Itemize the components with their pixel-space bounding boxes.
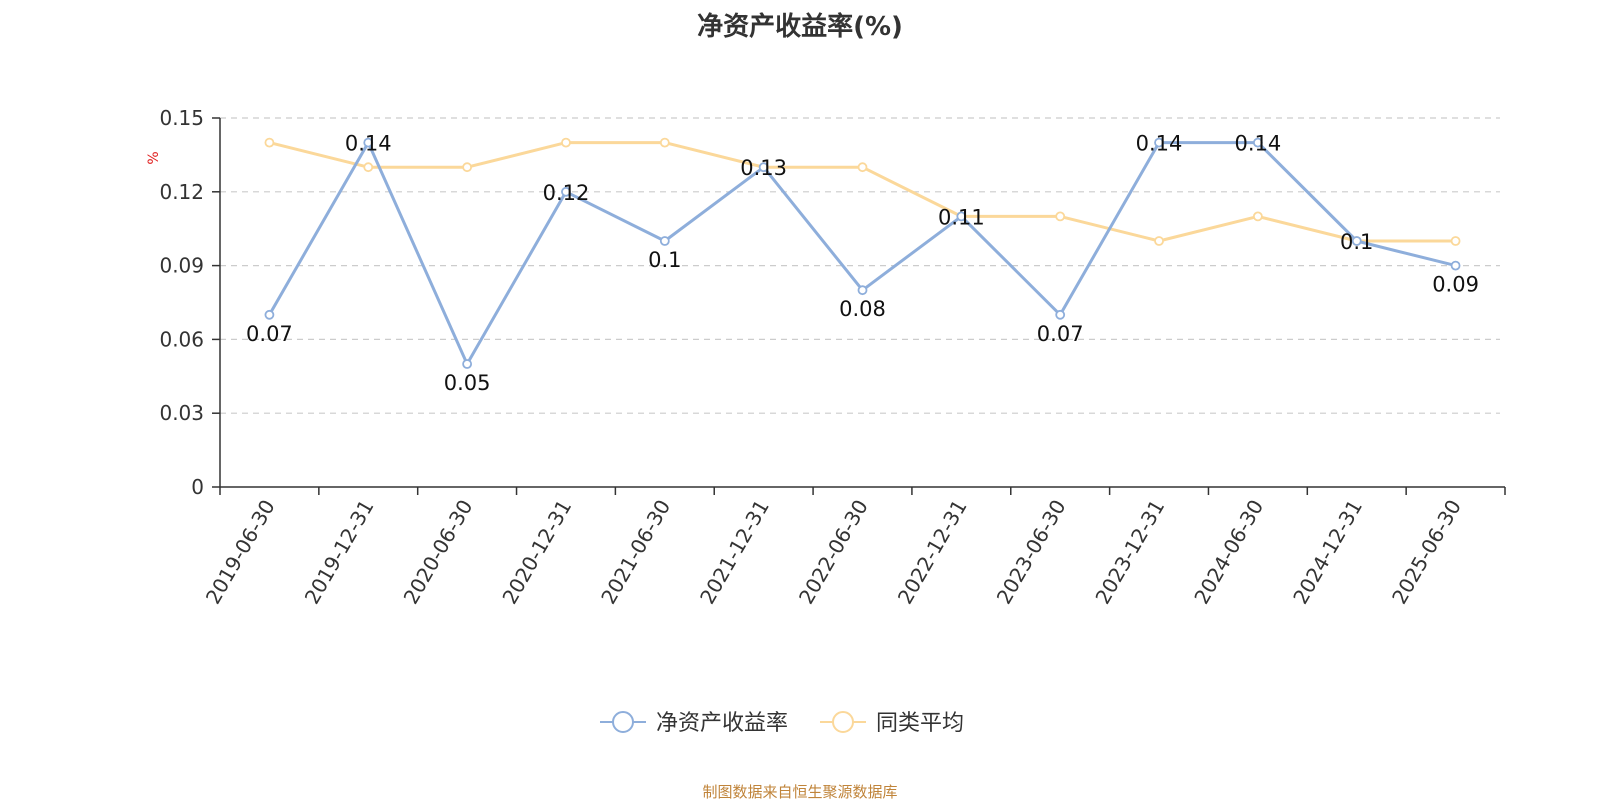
- series-0-point: [1154, 137, 1164, 148]
- x-tick-label: 2025-06-30: [1387, 496, 1466, 609]
- data-label: 0.14: [1136, 132, 1183, 156]
- series-1-point: [1055, 211, 1066, 222]
- series-0-point: [1450, 260, 1461, 271]
- legend-marker-icon: [612, 711, 634, 733]
- data-label: 0.05: [444, 371, 491, 395]
- data-label: 0.14: [345, 132, 392, 156]
- legend[interactable]: 净资产收益率 同类平均: [600, 711, 964, 736]
- series-0-point: [1252, 137, 1263, 148]
- data-label: 0.09: [1432, 273, 1479, 297]
- series-1-point: [1252, 211, 1263, 222]
- y-tick-label: 0.06: [159, 327, 204, 351]
- gridlines: [220, 117, 1500, 414]
- legend-item-1[interactable]: 同类平均: [820, 711, 964, 736]
- data-source-note: 制图数据来自恒生聚源数据库: [702, 783, 898, 801]
- legend-label: 净资产收益率: [656, 711, 788, 736]
- y-tick-label: 0.09: [159, 254, 204, 278]
- series-1-point: [1154, 236, 1164, 246]
- axes: 0 0.03 0.06 0.09 0.12 0.15 2019-06-30 2019-12-3…: [159, 106, 1506, 609]
- data-label: 0.07: [246, 322, 293, 346]
- series-0-point: [1351, 236, 1362, 246]
- y-axis-unit-label: %: [146, 151, 162, 164]
- y-tick-label: 0: [191, 475, 204, 499]
- series-0-point: [462, 359, 473, 369]
- legend-marker-icon: [832, 711, 854, 733]
- data-label: 0.13: [740, 156, 787, 180]
- series-0-point: [659, 236, 670, 246]
- x-tick-label: 2020-12-31: [497, 496, 576, 609]
- series-1-point: [561, 137, 571, 148]
- series-line-0: [268, 141, 1456, 366]
- data-label: 0.08: [839, 297, 886, 321]
- x-tick-label: 2023-12-31: [1090, 496, 1169, 609]
- series-1-point: [264, 137, 275, 148]
- series-1-point: [857, 162, 868, 173]
- x-tick-label: 2024-06-30: [1189, 496, 1268, 609]
- data-label: 0.1: [1340, 230, 1373, 254]
- series-0-point: [1055, 309, 1066, 320]
- x-tick-label: 2021-12-31: [695, 496, 774, 609]
- x-tick-label: 2021-06-30: [596, 496, 675, 609]
- data-label: 0.07: [1037, 322, 1084, 346]
- series-lines: [264, 137, 1461, 369]
- series-1-point: [363, 162, 374, 173]
- data-label: 0.1: [648, 248, 681, 272]
- series-1-point: [462, 162, 473, 173]
- series-0-point: [857, 285, 868, 296]
- x-tick-label: 2024-12-31: [1288, 496, 1367, 609]
- y-tick-label: 0.12: [159, 180, 204, 204]
- chart-title: 净资产收益率(%): [697, 12, 903, 42]
- x-tick-label: 2019-06-30: [201, 496, 280, 609]
- series-0-point: [561, 186, 571, 197]
- series-0-point: [363, 137, 374, 148]
- series-0-point: [758, 162, 769, 173]
- data-labels: 0.07 0.14 0.05 0.12 0.1 0.13 0.08 0.11 0.07 0.14 0…: [246, 132, 1479, 395]
- y-tick-label: 0.03: [159, 401, 204, 425]
- data-label: 0.11: [938, 205, 985, 229]
- x-tick-label: 2020-06-30: [399, 495, 478, 608]
- series-1-point: [1450, 236, 1461, 246]
- x-tick-label: 2022-06-30: [794, 496, 873, 609]
- x-tick-label: 2022-12-31: [893, 496, 972, 609]
- x-tick-label: 2019-12-31: [300, 496, 379, 609]
- x-tick-label: 2023-06-30: [992, 496, 1071, 609]
- series-1-point: [659, 137, 670, 148]
- data-label: 0.12: [543, 181, 590, 205]
- series-0-point: [956, 211, 967, 222]
- legend-item-0[interactable]: 净资产收益率: [600, 711, 788, 736]
- data-label: 0.14: [1235, 132, 1282, 156]
- legend-label: 同类平均: [876, 711, 964, 736]
- y-tick-label: 0.15: [159, 106, 204, 130]
- series-0-point: [264, 309, 275, 320]
